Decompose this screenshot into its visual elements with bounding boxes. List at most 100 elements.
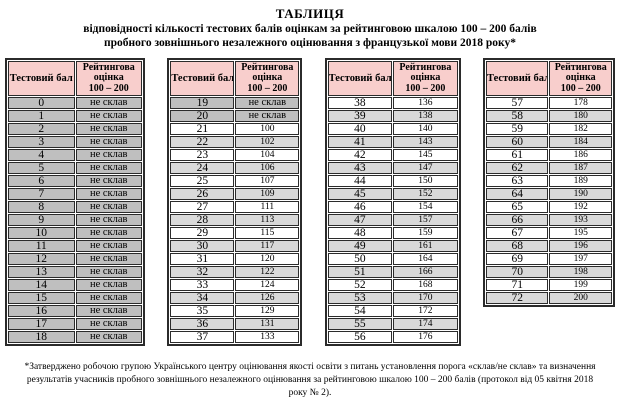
rating-cell: 150 [393, 175, 458, 187]
score-cell: 49 [327, 240, 393, 252]
title-line-2: відповідності кількості тестових балів о… [83, 23, 537, 35]
score-cell: 28 [170, 214, 235, 226]
table-row: 0 не склав [8, 97, 142, 109]
score-cell: 16 [8, 305, 75, 317]
rating-cell: 182 [549, 123, 612, 135]
rating-cell: 186 [549, 149, 612, 161]
rating-cell: 111 [235, 201, 300, 213]
rating-cell: 164 [393, 253, 458, 265]
score-cell: 34 [170, 292, 235, 304]
score-cell: 55 [327, 318, 393, 330]
score-cell: 20 [170, 110, 235, 122]
document-title: ТАБЛИЦЯ відповідності кількості тестових… [0, 0, 620, 50]
table-row: 1 не склав [8, 110, 142, 122]
score-cell: 35 [170, 305, 235, 317]
table-row: 4 не склав [8, 149, 142, 161]
score-cell: 25 [170, 175, 235, 187]
score-cell: 52 [327, 279, 393, 291]
table-row: 17 не склав [8, 318, 142, 330]
score-cell: 32 [170, 266, 235, 278]
score-cell: 23 [170, 149, 235, 161]
score-cell: 61 [485, 149, 549, 161]
rating-cell: 154 [393, 201, 458, 213]
rating-cell: 200 [549, 292, 612, 304]
table-row: 28 113 [170, 214, 300, 226]
rating-cell: 100 [235, 123, 300, 135]
rating-cell: не склав [75, 305, 142, 317]
rating-cell: не склав [75, 188, 142, 200]
rating-cell: 189 [549, 175, 612, 187]
rating-cell: не склав [75, 149, 142, 161]
score-cell: 15 [8, 292, 75, 304]
table-row: 50 164 [327, 253, 458, 265]
table-row: 29 115 [170, 227, 300, 239]
score-cell: 22 [170, 136, 235, 148]
header-row: Тестовий бал Рейтингова оцінка 100 – 200 [8, 61, 142, 96]
table-row: 20 не склав [170, 110, 300, 122]
score-cell: 40 [327, 123, 393, 135]
rating-cell: не склав [75, 110, 142, 122]
rating-cell: не склав [75, 97, 142, 109]
table-row: 23 104 [170, 149, 300, 161]
table-row: 18 не склав [8, 331, 142, 343]
rating-cell: 107 [235, 175, 300, 187]
score-cell: 37 [170, 331, 235, 343]
rating-cell: 174 [393, 318, 458, 330]
header-row: Тестовий бал Рейтингова оцінка 100 – 200 [485, 61, 612, 96]
table-row: 57 178 [485, 97, 612, 109]
score-cell: 13 [8, 266, 75, 278]
table-row: 49 161 [327, 240, 458, 252]
table-row: 6 не склав [8, 175, 142, 187]
rating-cell: 195 [549, 227, 612, 239]
table-row: 65 192 [485, 201, 612, 213]
table-row: 22 102 [170, 136, 300, 148]
rating-column-header: Рейтингова оцінка 100 – 200 [549, 61, 612, 96]
table-row: 43 147 [327, 162, 458, 174]
rating-cell: 159 [393, 227, 458, 239]
table-row: 66 193 [485, 214, 612, 226]
score-cell: 53 [327, 292, 393, 304]
score-cell: 69 [485, 253, 549, 265]
table-row: 47 157 [327, 214, 458, 226]
table-row: 58 180 [485, 110, 612, 122]
rating-cell: 106 [235, 162, 300, 174]
table-row: 35 129 [170, 305, 300, 317]
rating-cell: 136 [393, 97, 458, 109]
table-row: 12 не склав [8, 253, 142, 265]
score-cell: 43 [327, 162, 393, 174]
rating-cell: 129 [235, 305, 300, 317]
table-row: 33 124 [170, 279, 300, 291]
table-row: 8 не склав [8, 201, 142, 213]
table-row: 51 166 [327, 266, 458, 278]
score-cell: 24 [170, 162, 235, 174]
score-column-header: Тестовий бал [327, 61, 393, 96]
table-row: 37 133 [170, 331, 300, 343]
rating-cell: 131 [235, 318, 300, 330]
rating-cell: 109 [235, 188, 300, 200]
table-row: 15 не склав [8, 292, 142, 304]
score-cell: 62 [485, 162, 549, 174]
rating-cell: 199 [549, 279, 612, 291]
rating-cell: 170 [393, 292, 458, 304]
score-cell: 4 [8, 149, 75, 161]
rating-cell: 187 [549, 162, 612, 174]
score-table-57-72: Тестовий бал Рейтингова оцінка 100 – 200 5… [482, 58, 615, 307]
table-row: 27 111 [170, 201, 300, 213]
rating-cell: 190 [549, 188, 612, 200]
score-cell: 60 [485, 136, 549, 148]
table-row: 61 186 [485, 149, 612, 161]
rating-cell: 157 [393, 214, 458, 226]
score-cell: 10 [8, 227, 75, 239]
score-cell: 66 [485, 214, 549, 226]
score-cell: 44 [327, 175, 393, 187]
score-cell: 14 [8, 279, 75, 291]
table-row: 59 182 [485, 123, 612, 135]
score-cell: 59 [485, 123, 549, 135]
table-row: 13 не склав [8, 266, 142, 278]
rating-cell: не склав [75, 201, 142, 213]
rating-cell: 152 [393, 188, 458, 200]
rating-cell: 138 [393, 110, 458, 122]
table-row: 70 198 [485, 266, 612, 278]
rating-cell: 120 [235, 253, 300, 265]
rating-cell: 178 [549, 97, 612, 109]
